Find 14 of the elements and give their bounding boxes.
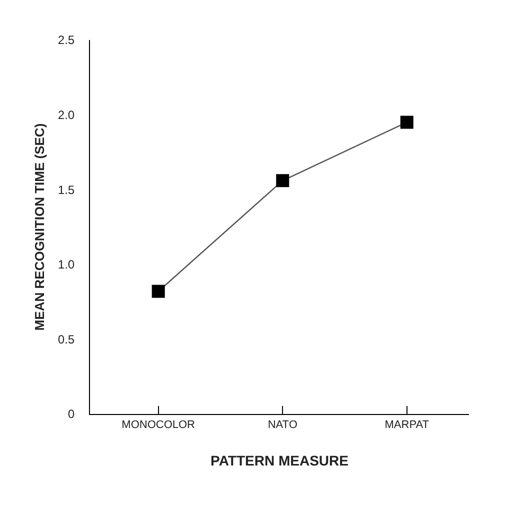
x-tick-label: NATO xyxy=(268,419,298,432)
y-tick-label: 0 xyxy=(68,407,75,422)
point xyxy=(152,284,165,298)
point xyxy=(400,116,414,129)
y-tick-label: 1.5 xyxy=(58,182,75,197)
y-tick-label: 2.0 xyxy=(58,108,75,122)
point xyxy=(276,174,290,188)
x-axis-title: PATTERN MEASURE xyxy=(210,452,348,468)
y-tick-label: 0.5 xyxy=(58,332,75,346)
x-tick-label: MONOCOLOR xyxy=(122,419,196,432)
y-axis-title: MEAN RECOGNITION TIME (SEC) xyxy=(32,123,47,331)
y-tick-label: 2.5 xyxy=(58,33,75,48)
x-tick-label: MARPAT xyxy=(384,419,430,432)
y-tick-label: 1.0 xyxy=(58,258,75,272)
